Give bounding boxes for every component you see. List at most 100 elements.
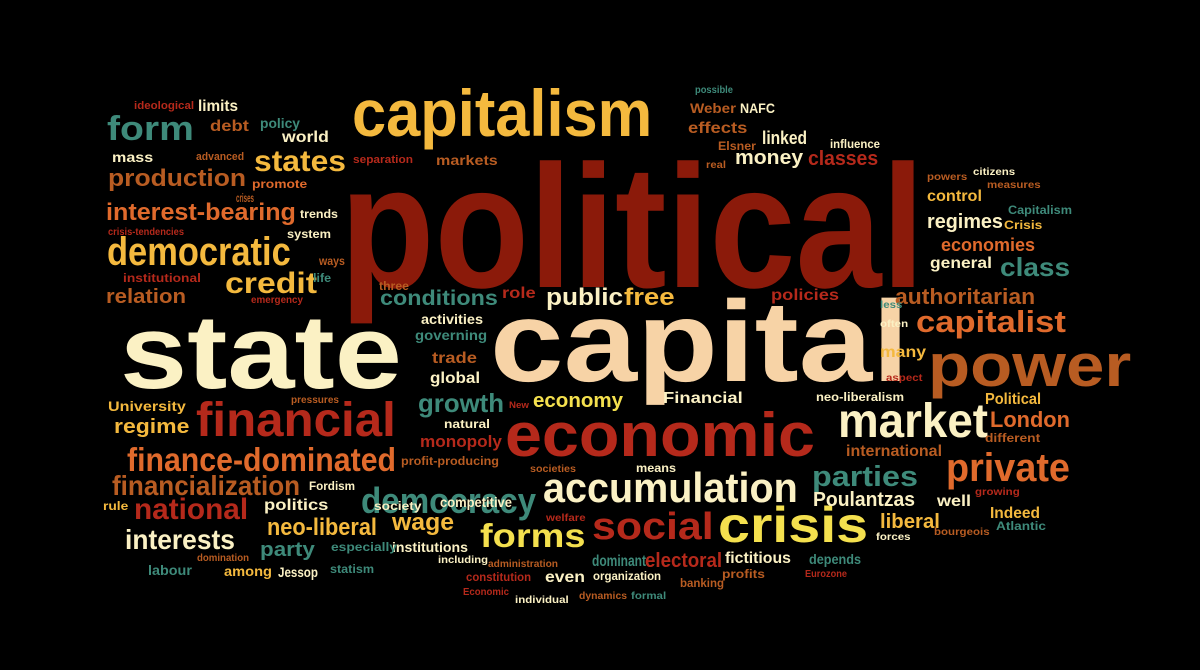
word-market: market bbox=[838, 395, 989, 448]
word-measures: measures bbox=[987, 180, 1041, 191]
word-international: international bbox=[846, 443, 943, 460]
word-markets: markets bbox=[436, 152, 498, 168]
word-monopoly: monopoly bbox=[420, 432, 502, 451]
word-citizens: citizens bbox=[973, 167, 1016, 178]
word-wage: wage bbox=[392, 509, 455, 536]
word-world: world bbox=[282, 129, 329, 146]
word-fictitious: fictitious bbox=[725, 550, 791, 567]
word-possible: possible bbox=[695, 85, 733, 96]
word-ways: ways bbox=[319, 254, 345, 268]
word-effects: effects bbox=[688, 120, 748, 137]
word-democracy: democracy bbox=[361, 480, 537, 521]
word-financial: financial bbox=[196, 394, 396, 447]
word-policy: policy bbox=[260, 115, 301, 131]
word-limits: limits bbox=[198, 98, 239, 115]
word-banking: banking bbox=[680, 576, 725, 590]
word-rule: rule bbox=[103, 499, 129, 513]
word-life: life bbox=[313, 271, 332, 285]
word-linked: linked bbox=[762, 128, 807, 148]
word-general: general bbox=[930, 255, 992, 272]
word-influence: influence bbox=[830, 137, 881, 151]
word-aspect: aspect bbox=[886, 373, 923, 384]
word-elsner: Elsner bbox=[718, 139, 756, 153]
word-advanced: advanced bbox=[196, 151, 245, 163]
word-control: control bbox=[927, 188, 982, 205]
word-economic: Economic bbox=[463, 587, 509, 598]
word-different: different bbox=[985, 431, 1041, 445]
word-among: among bbox=[224, 563, 272, 579]
word-system: system bbox=[287, 227, 331, 241]
word-financialization: financialization bbox=[112, 470, 301, 501]
word-production: production bbox=[108, 165, 247, 192]
word-finance-dominated: finance-dominated bbox=[127, 441, 397, 478]
word-crisis: crisis bbox=[718, 497, 869, 553]
word-growth: growth bbox=[418, 388, 505, 418]
word-economies: economies bbox=[941, 235, 1036, 255]
word-parties: parties bbox=[812, 461, 918, 493]
word-liberal: liberal bbox=[880, 511, 940, 533]
word-role: role bbox=[502, 285, 536, 302]
word-ideological: ideological bbox=[134, 100, 195, 112]
word-emergency: emergency bbox=[251, 295, 304, 306]
word-neo-liberal: neo-liberal bbox=[267, 514, 377, 541]
word-activities: activities bbox=[421, 311, 484, 327]
word-constitution: constitution bbox=[466, 570, 532, 584]
word-capitalism: capitalism bbox=[352, 76, 653, 150]
word-political: Political bbox=[985, 391, 1042, 408]
word-many: many bbox=[880, 344, 927, 361]
word-credit: credit bbox=[225, 267, 318, 300]
word-even: even bbox=[545, 569, 585, 586]
word-state: state bbox=[120, 294, 402, 411]
word-statism: statism bbox=[330, 562, 375, 576]
word-authoritarian: authoritarian bbox=[895, 284, 1036, 309]
word-public: public bbox=[546, 284, 624, 311]
word-well: well bbox=[937, 493, 971, 510]
word-power: power bbox=[928, 332, 1132, 399]
word-new: New bbox=[509, 400, 529, 410]
word-dominant: dominant bbox=[592, 553, 646, 570]
word-welfare: welfare bbox=[546, 513, 586, 524]
word-individual: individual bbox=[515, 595, 569, 606]
word-jessop: Jessop bbox=[278, 564, 318, 580]
word-relation: relation bbox=[106, 286, 187, 308]
word-governing: governing bbox=[415, 327, 488, 343]
word-three: three bbox=[379, 279, 409, 293]
word-capital: capital bbox=[490, 278, 909, 406]
word-economic: economic bbox=[505, 401, 815, 470]
word-administration: administration bbox=[488, 559, 559, 570]
word-bourgeois: bourgeois bbox=[934, 527, 990, 538]
word-fordism: Fordism bbox=[309, 479, 356, 493]
word-party: party bbox=[260, 539, 315, 561]
word-london: London bbox=[990, 407, 1070, 432]
word-profit-producing: profit-producing bbox=[401, 454, 499, 468]
word-social: social bbox=[592, 506, 714, 548]
word-growing: growing bbox=[975, 487, 1020, 498]
word-states: states bbox=[254, 145, 347, 178]
word-nafc: NAFC bbox=[740, 100, 775, 116]
word-institutions: institutions bbox=[392, 539, 468, 555]
word-especially: especially bbox=[331, 540, 397, 554]
word-regime: regime bbox=[114, 416, 190, 438]
word-weber: Weber bbox=[690, 100, 736, 116]
word-organization: organization bbox=[593, 569, 662, 583]
word-society: society bbox=[374, 499, 422, 513]
word-national: national bbox=[134, 493, 249, 526]
word-competitive: competitive bbox=[440, 494, 512, 510]
word-domination: domination bbox=[197, 553, 250, 564]
word-mass: mass bbox=[112, 149, 154, 165]
word-regimes: regimes bbox=[927, 211, 1003, 233]
word-real: real bbox=[706, 160, 727, 171]
word-class: class bbox=[1000, 252, 1071, 282]
word-dynamics: dynamics bbox=[579, 591, 628, 602]
word-less: less bbox=[880, 300, 903, 311]
word-crisis-tendencies: crisis-tendencies bbox=[108, 227, 184, 238]
word-capitalism: Capitalism bbox=[1008, 203, 1072, 217]
word-money: money bbox=[735, 147, 804, 169]
word-forces: forces bbox=[876, 532, 911, 543]
word-forms: forms bbox=[480, 517, 586, 554]
word-including: including bbox=[438, 555, 489, 566]
word-natural: natural bbox=[444, 417, 491, 431]
word-atlantic: Atlantic bbox=[996, 519, 1046, 533]
word-interests: interests bbox=[125, 524, 235, 555]
